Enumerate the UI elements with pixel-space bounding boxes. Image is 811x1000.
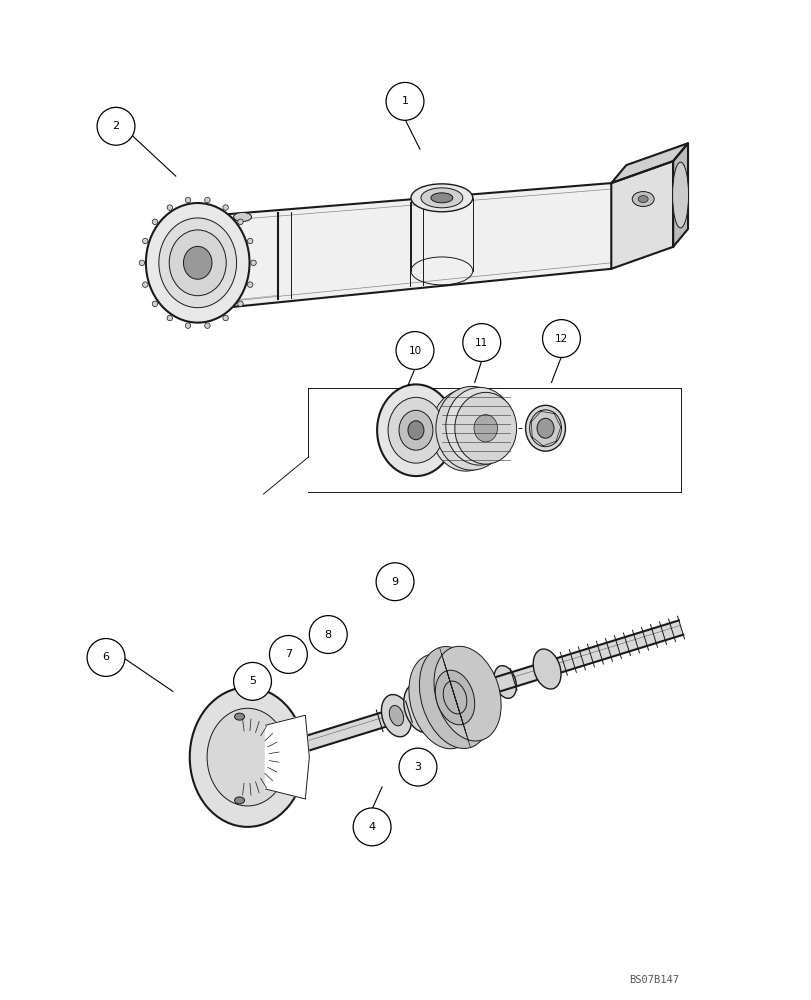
Ellipse shape	[143, 282, 148, 287]
Circle shape	[375, 563, 414, 601]
Ellipse shape	[525, 405, 564, 451]
Text: 8: 8	[324, 630, 332, 640]
Ellipse shape	[139, 260, 144, 266]
Text: 10: 10	[408, 346, 421, 356]
Ellipse shape	[376, 384, 454, 476]
Ellipse shape	[431, 193, 453, 203]
Ellipse shape	[443, 681, 466, 714]
Ellipse shape	[185, 323, 191, 328]
Ellipse shape	[247, 282, 252, 287]
Ellipse shape	[403, 683, 439, 733]
Ellipse shape	[418, 647, 490, 748]
Ellipse shape	[434, 646, 500, 741]
Ellipse shape	[238, 219, 243, 225]
Ellipse shape	[454, 392, 516, 464]
Text: 1: 1	[401, 96, 408, 106]
Ellipse shape	[222, 205, 228, 210]
Polygon shape	[260, 746, 266, 764]
Ellipse shape	[672, 162, 688, 228]
Ellipse shape	[637, 196, 647, 203]
Ellipse shape	[457, 412, 485, 444]
Ellipse shape	[381, 695, 411, 737]
Ellipse shape	[234, 797, 244, 804]
Ellipse shape	[222, 315, 228, 321]
Polygon shape	[265, 715, 309, 799]
Polygon shape	[611, 143, 687, 183]
Ellipse shape	[167, 205, 173, 210]
Circle shape	[398, 748, 436, 786]
Polygon shape	[611, 161, 672, 269]
Circle shape	[385, 82, 423, 120]
Text: 12: 12	[554, 334, 568, 344]
Text: 3: 3	[414, 762, 421, 772]
Ellipse shape	[167, 315, 173, 321]
Ellipse shape	[152, 301, 157, 307]
Circle shape	[353, 808, 391, 846]
Text: 9: 9	[391, 577, 398, 587]
Text: 5: 5	[249, 676, 255, 686]
Ellipse shape	[398, 410, 432, 450]
Ellipse shape	[143, 238, 148, 244]
Polygon shape	[672, 143, 687, 247]
Ellipse shape	[533, 649, 560, 689]
Ellipse shape	[420, 188, 462, 208]
Ellipse shape	[190, 687, 305, 827]
Circle shape	[234, 662, 271, 700]
Ellipse shape	[452, 415, 478, 446]
Ellipse shape	[410, 184, 472, 212]
Ellipse shape	[436, 386, 507, 470]
Text: 4: 4	[368, 822, 375, 832]
Circle shape	[87, 639, 125, 676]
Text: 11: 11	[474, 338, 487, 348]
Text: BS07B147: BS07B147	[629, 975, 678, 985]
Text: 2: 2	[112, 121, 119, 131]
Ellipse shape	[195, 220, 217, 305]
Ellipse shape	[466, 411, 492, 441]
Ellipse shape	[388, 397, 444, 463]
Circle shape	[462, 324, 500, 361]
Ellipse shape	[234, 212, 251, 221]
Ellipse shape	[474, 415, 497, 442]
Circle shape	[542, 320, 580, 357]
Circle shape	[309, 616, 347, 653]
Ellipse shape	[435, 670, 474, 725]
Ellipse shape	[445, 387, 513, 465]
Ellipse shape	[536, 418, 553, 438]
Ellipse shape	[632, 192, 654, 207]
Ellipse shape	[407, 421, 423, 440]
Ellipse shape	[238, 301, 243, 307]
Ellipse shape	[146, 203, 249, 323]
Ellipse shape	[204, 197, 210, 203]
Ellipse shape	[431, 389, 500, 471]
Polygon shape	[205, 183, 611, 310]
Ellipse shape	[234, 713, 244, 720]
Ellipse shape	[529, 410, 560, 447]
Ellipse shape	[152, 219, 157, 225]
Ellipse shape	[409, 654, 475, 749]
Ellipse shape	[185, 197, 191, 203]
Ellipse shape	[159, 218, 236, 308]
Ellipse shape	[493, 666, 516, 698]
Ellipse shape	[169, 230, 226, 296]
Text: 6: 6	[102, 652, 109, 662]
Ellipse shape	[388, 705, 403, 726]
Ellipse shape	[251, 260, 256, 266]
Circle shape	[396, 332, 433, 369]
Ellipse shape	[183, 246, 212, 279]
Circle shape	[269, 636, 307, 673]
Circle shape	[97, 107, 135, 145]
Ellipse shape	[207, 708, 288, 806]
Ellipse shape	[425, 656, 484, 739]
Polygon shape	[260, 620, 682, 764]
Ellipse shape	[204, 323, 210, 328]
Text: 7: 7	[285, 649, 292, 659]
Ellipse shape	[247, 238, 252, 244]
